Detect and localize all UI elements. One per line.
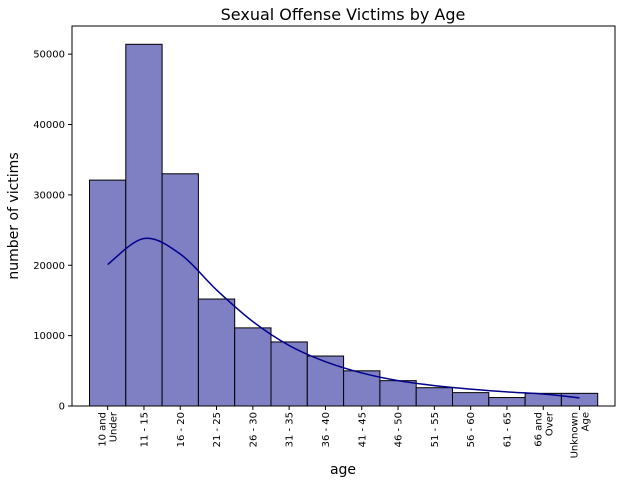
chart-title: Sexual Offense Victims by Age xyxy=(221,5,466,24)
x-axis: 10 andUnder 11 - 15 16 - 20 21 - 25 26 - 30 3… xyxy=(98,406,592,458)
x-tick-label: 56 - 60 xyxy=(466,412,477,447)
y-tick-label: 10000 xyxy=(33,331,65,342)
y-tick-label: 50000 xyxy=(33,50,65,61)
bar xyxy=(197,298,236,407)
y-tick-label: 30000 xyxy=(33,190,65,201)
x-tick-label: 31 - 35 xyxy=(285,412,296,447)
bar xyxy=(343,370,381,407)
bar xyxy=(415,387,454,407)
x-tick-label: 21 - 25 xyxy=(212,412,223,447)
x-tick-label: 41 - 45 xyxy=(357,412,368,447)
bar xyxy=(560,392,599,407)
x-axis-label: age xyxy=(330,462,356,478)
x-tick-label: 66 andOver xyxy=(533,411,555,447)
y-axis: 0 10000 20000 30000 40000 50000 xyxy=(33,50,72,413)
x-tick-label: 46 - 50 xyxy=(394,412,405,447)
x-tick-label: 10 andUnder xyxy=(98,411,120,447)
x-tick-label: 61 - 65 xyxy=(502,412,513,447)
x-tick-label: 16 - 20 xyxy=(176,412,187,447)
bar xyxy=(161,173,199,407)
y-tick-label: 20000 xyxy=(33,261,65,272)
bar xyxy=(306,355,345,407)
kde-line xyxy=(107,237,580,399)
bars xyxy=(89,43,599,407)
x-tick-label: 51 - 55 xyxy=(430,412,441,447)
y-tick-label: 0 xyxy=(59,402,65,413)
plot-frame xyxy=(71,25,616,407)
bar xyxy=(452,392,490,407)
x-tick-label: UnknownAge xyxy=(570,412,592,458)
y-tick-label: 40000 xyxy=(33,120,65,131)
bar xyxy=(234,327,272,407)
bar xyxy=(89,179,127,407)
bar xyxy=(270,341,308,407)
x-tick-label: 36 - 40 xyxy=(321,412,332,447)
x-tick-label: 26 - 30 xyxy=(248,412,259,447)
bar xyxy=(125,43,163,407)
x-tick-label: 11 - 15 xyxy=(139,412,150,447)
bar xyxy=(488,397,526,407)
bar xyxy=(379,380,417,407)
y-axis-label: number of victims xyxy=(6,152,22,279)
